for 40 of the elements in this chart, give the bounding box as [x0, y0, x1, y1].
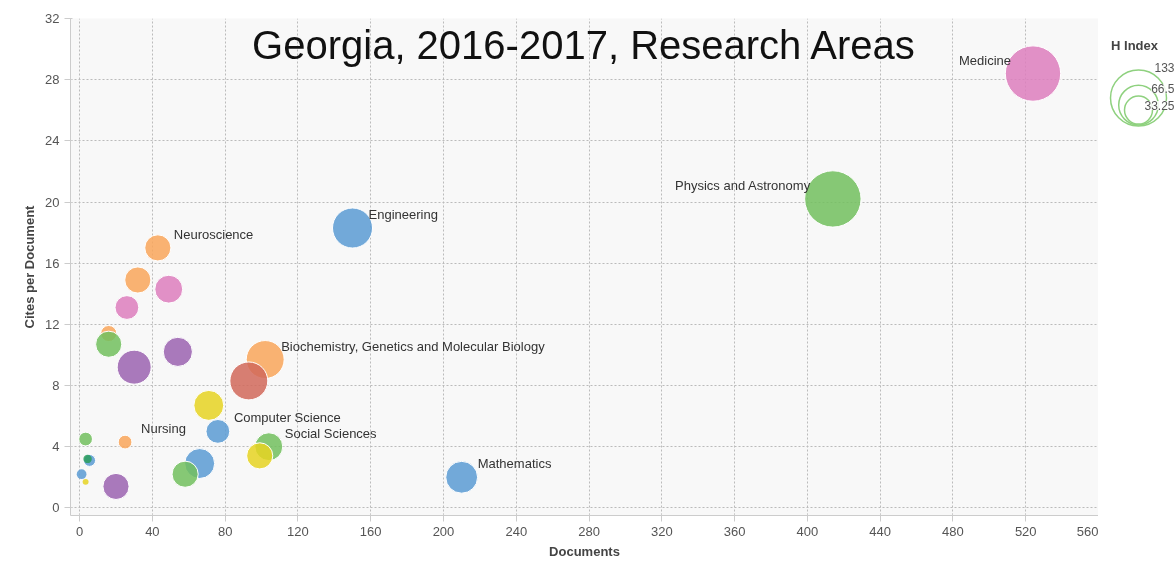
- annotation: Physics and Astronomy: [675, 177, 811, 193]
- annotation: Mathematics: [477, 456, 552, 472]
- x-tick-label: 200: [432, 523, 455, 539]
- x-tick-label: 160: [359, 523, 382, 539]
- annotation: Computer Science: [233, 410, 341, 426]
- x-tick-label: 0: [75, 523, 84, 539]
- legend-label: 133: [1154, 61, 1175, 76]
- annotation: Engineering: [368, 207, 438, 222]
- y-tick-label: 16: [45, 255, 60, 271]
- y-tick-label: 32: [45, 11, 60, 26]
- legend-label: 33.25: [1144, 99, 1175, 114]
- y-tick-label: 4: [52, 439, 60, 455]
- y-tick-label: 28: [45, 72, 60, 88]
- x-tick-label: 240: [505, 523, 528, 539]
- x-tick-label: 280: [578, 523, 600, 539]
- y-tick-label: 0: [52, 500, 60, 516]
- x-tick-label: 400: [796, 523, 819, 539]
- x-tick-label: 40: [145, 523, 160, 539]
- x-tick-label: 360: [723, 523, 746, 539]
- x-tick-label: 80: [217, 523, 233, 539]
- y-tick-label: 24: [45, 133, 60, 149]
- chart-title: Georgia, 2016-2017, Research Areas: [252, 22, 915, 67]
- x-tick-label: 520: [1014, 523, 1037, 539]
- x-tick-label: 440: [869, 523, 892, 539]
- x-tick-label: 560: [1076, 523, 1099, 539]
- x-tick-label: 480: [942, 523, 964, 539]
- legend-label: 66.5: [1151, 82, 1175, 97]
- annotation: Biochemistry, Genetics and Molecular Biology: [281, 338, 546, 354]
- legend-title: H Index: [1111, 38, 1159, 54]
- y-axis-title: Cites per Document: [22, 204, 38, 329]
- y-tick-label: 8: [52, 378, 60, 394]
- x-tick-label: 320: [650, 523, 673, 539]
- annotation: Neuroscience: [173, 226, 254, 242]
- annotation: Medicine: [958, 52, 1012, 68]
- x-tick-label: 120: [287, 523, 309, 539]
- y-tick-label: 12: [45, 316, 60, 332]
- x-axis-title: Documents: [549, 543, 620, 559]
- annotation: Social Sciences: [284, 425, 378, 441]
- annotation: Nursing: [141, 421, 186, 437]
- y-tick-label: 20: [45, 194, 60, 210]
